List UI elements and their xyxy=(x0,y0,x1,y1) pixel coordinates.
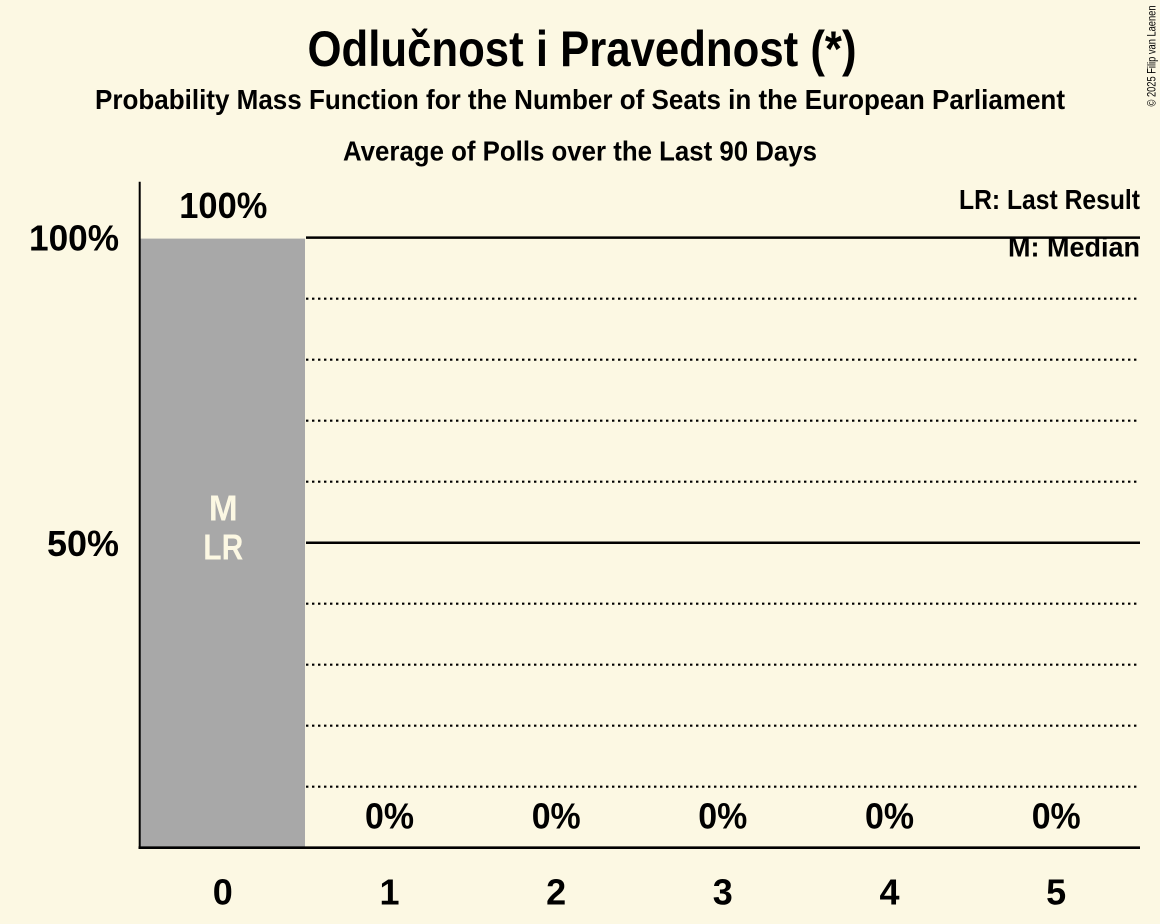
svg-text:0%: 0% xyxy=(1032,796,1081,837)
svg-text:100%: 100% xyxy=(29,217,119,258)
svg-text:LR: LR xyxy=(203,526,243,567)
svg-text:© 2025 Filip van Laenen: © 2025 Filip van Laenen xyxy=(1145,6,1159,107)
svg-text:0%: 0% xyxy=(865,796,914,837)
svg-text:M: Median: M: Median xyxy=(1008,231,1140,262)
svg-text:3: 3 xyxy=(713,871,733,912)
svg-text:Odlučnost i Pravednost (*): Odlučnost i Pravednost (*) xyxy=(308,21,857,77)
svg-text:Average of Polls over the Last: Average of Polls over the Last 90 Days xyxy=(343,135,817,166)
svg-text:0%: 0% xyxy=(532,796,581,837)
svg-text:0%: 0% xyxy=(365,796,414,837)
svg-text:M: M xyxy=(209,488,238,529)
svg-text:5: 5 xyxy=(1046,871,1066,912)
svg-text:4: 4 xyxy=(879,871,899,912)
svg-text:LR: Last Result: LR: Last Result xyxy=(959,184,1140,215)
svg-text:100%: 100% xyxy=(179,185,267,226)
svg-text:Probability Mass Function for: Probability Mass Function for the Number… xyxy=(95,84,1065,115)
svg-text:0: 0 xyxy=(213,871,233,912)
svg-text:0%: 0% xyxy=(698,796,747,837)
svg-text:1: 1 xyxy=(379,871,399,912)
svg-text:2: 2 xyxy=(546,871,566,912)
svg-text:50%: 50% xyxy=(47,523,119,564)
